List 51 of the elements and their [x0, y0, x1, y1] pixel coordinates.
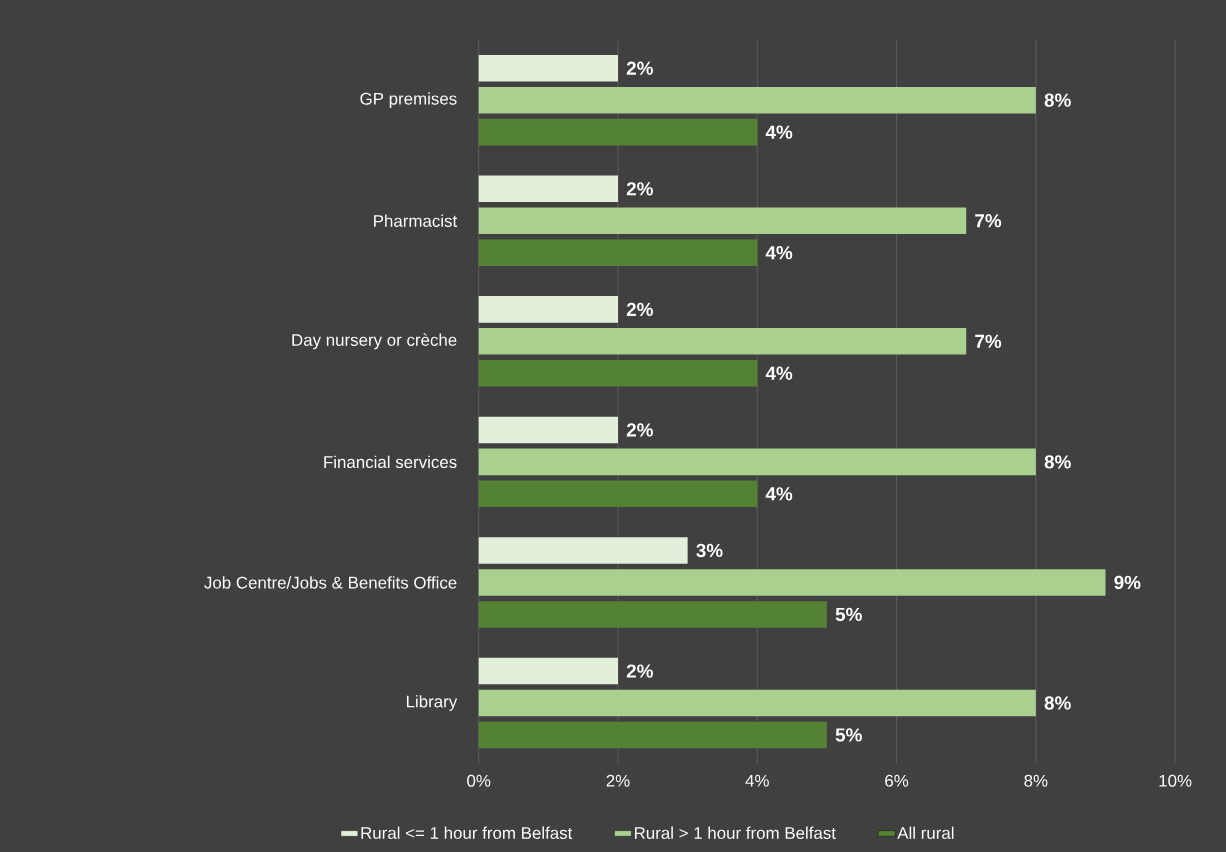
bar	[478, 721, 827, 749]
data-label: 2%	[626, 61, 653, 75]
bar	[478, 480, 758, 508]
bar	[478, 448, 1036, 476]
data-label: 2%	[626, 664, 653, 678]
bar	[478, 657, 618, 685]
data-label: 2%	[626, 182, 653, 196]
bar	[478, 416, 618, 444]
bar	[478, 689, 1036, 717]
data-label: 4%	[765, 487, 793, 501]
data-label: 4%	[765, 246, 793, 260]
x-tick-label: 8%	[1024, 774, 1048, 787]
bar	[478, 359, 758, 387]
data-label: 2%	[626, 423, 653, 437]
data-label: 5%	[835, 728, 862, 742]
legend-label: All rural	[897, 826, 954, 839]
legend-label: Rural <= 1 hour from Belfast	[361, 826, 573, 839]
x-tick-label: 0%	[467, 774, 491, 787]
bar	[478, 54, 618, 82]
bar	[478, 207, 967, 234]
y-tick-label: GP premises	[360, 92, 457, 109]
bar	[478, 118, 758, 146]
bar	[478, 239, 758, 266]
x-tick-label: 10%	[1159, 774, 1192, 787]
bar	[478, 569, 1106, 596]
data-label: 5%	[835, 607, 862, 622]
data-label: 7%	[975, 214, 1002, 228]
y-tick-label: Day nursery or crèche	[292, 333, 457, 350]
bar	[478, 537, 688, 564]
bar	[478, 328, 967, 355]
data-label: 8%	[1044, 455, 1071, 469]
y-tick-label: Job Centre/Jobs & Benefits Office	[204, 576, 457, 589]
data-label: 9%	[1114, 575, 1141, 590]
y-tick-label: Pharmacist	[374, 214, 458, 227]
data-label: 3%	[696, 543, 723, 558]
data-label: 8%	[1044, 93, 1071, 107]
data-label: 2%	[626, 302, 653, 316]
bar	[478, 296, 618, 323]
data-label: 8%	[1044, 696, 1071, 710]
bar	[478, 601, 827, 628]
bar	[478, 175, 618, 203]
x-tick-label: 2%	[606, 774, 630, 787]
legend-label: Rural > 1 hour from Belfast	[634, 826, 836, 839]
x-tick-label: 4%	[745, 774, 769, 787]
bar	[478, 86, 1036, 114]
y-tick-label: Financial services	[324, 455, 457, 469]
data-label: 4%	[765, 125, 793, 139]
data-label: 7%	[975, 334, 1002, 348]
data-label: 4%	[765, 366, 793, 380]
x-tick-label: 6%	[885, 774, 909, 787]
y-tick-label: Library	[406, 695, 458, 711]
